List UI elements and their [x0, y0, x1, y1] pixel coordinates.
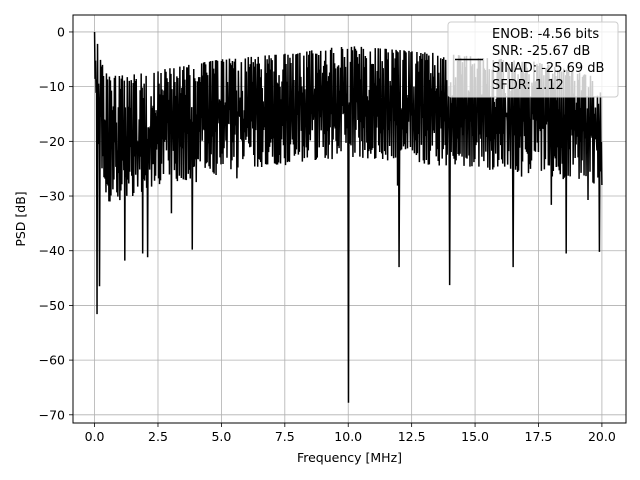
- x-tick-label: 2.5: [148, 429, 168, 444]
- y-tick-label: −60: [39, 353, 65, 368]
- legend-entry-enob: ENOB: -4.56 bits: [492, 27, 599, 42]
- x-tick-label: 5.0: [211, 429, 231, 444]
- x-tick-label: 17.5: [525, 429, 553, 444]
- y-tick-label: 0: [57, 24, 65, 39]
- y-tick-label: −70: [39, 407, 65, 422]
- x-tick-label: 12.5: [398, 429, 426, 444]
- series-line: [93, 31, 603, 403]
- legend-entry-sinad: SINAD: -25.69 dB: [492, 61, 604, 76]
- legend: ENOB: -4.56 bits SNR: -25.67 dB SINAD: -…: [447, 21, 619, 98]
- x-axis-ticks: 0.0 2.5 5.0 7.5 10.0 12.5 15.0 17.5 20.0: [85, 423, 616, 444]
- y-tick-label: −30: [39, 189, 65, 204]
- legend-box: [447, 21, 619, 98]
- y-tick-label: −10: [39, 79, 65, 94]
- y-tick-label: −20: [39, 134, 65, 149]
- y-axis-label: PSD [dB]: [13, 191, 28, 246]
- y-axis-ticks: 0 −10 −20 −30 −40 −50 −60 −70: [39, 24, 73, 422]
- plot-region: [93, 31, 603, 403]
- x-tick-label: 15.0: [461, 429, 489, 444]
- plot-frame: [72, 14, 627, 424]
- x-tick-label: 10.0: [334, 429, 362, 444]
- y-tick-label: −40: [39, 243, 65, 258]
- legend-entry-sfdr: SFDR: 1.12: [492, 78, 564, 93]
- y-tick-label: −50: [39, 298, 65, 313]
- legend-entry-snr: SNR: -25.67 dB: [492, 44, 590, 59]
- x-tick-label: 0.0: [85, 429, 105, 444]
- x-tick-label: 20.0: [588, 429, 616, 444]
- x-tick-label: 7.5: [275, 429, 295, 444]
- x-axis-label: Frequency [MHz]: [297, 450, 402, 465]
